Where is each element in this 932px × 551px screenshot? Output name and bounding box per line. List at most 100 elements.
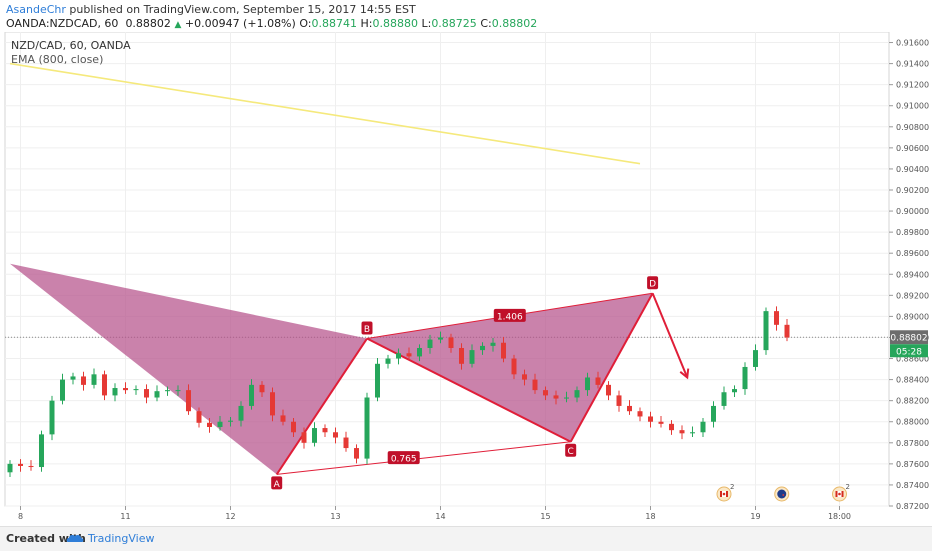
x-tick-label: 15 <box>540 512 550 521</box>
point-label-a-box <box>271 476 283 490</box>
y-tick-label: 0.90800 <box>896 123 929 132</box>
author-link[interactable]: AsandeChr <box>6 3 66 16</box>
candle <box>732 385 737 397</box>
canada-flag-icon: 2 <box>832 483 850 502</box>
point-label-c-text: C <box>568 447 574 457</box>
flag-star <box>782 494 785 496</box>
x-tick-label: 19 <box>750 512 760 521</box>
y-tick-label: 0.87400 <box>896 481 929 490</box>
y-tick-label: 0.91400 <box>896 60 929 69</box>
candle <box>354 444 359 464</box>
candle-body <box>637 411 643 417</box>
candle <box>459 343 464 370</box>
ema-line <box>9 62 641 165</box>
leg-cd <box>569 292 654 443</box>
candle-body <box>364 397 370 459</box>
event-count: 2 <box>846 483 850 491</box>
pattern-triangle-bcd <box>367 293 653 442</box>
candle <box>417 344 422 362</box>
candle-body <box>627 405 632 412</box>
low-value: 0.88725 <box>431 17 477 30</box>
candle <box>259 381 265 397</box>
legend-title: NZD/CAD, 60, OANDA <box>11 39 131 52</box>
candle <box>700 418 706 438</box>
candle <box>501 336 506 363</box>
x-tick-label: 12 <box>225 512 235 521</box>
candle <box>217 415 223 431</box>
candle <box>312 422 317 447</box>
ratio-label-box <box>493 308 526 322</box>
open-value: 0.88741 <box>311 17 357 30</box>
candle-body <box>448 337 454 348</box>
ratio-label: 0.765 <box>387 451 420 465</box>
candle <box>333 427 338 444</box>
candle <box>606 381 611 401</box>
tradingview-brand[interactable]: TradingView <box>88 532 155 545</box>
candle <box>270 387 275 422</box>
candle <box>679 425 685 440</box>
candle-body <box>438 337 443 340</box>
candle <box>532 373 538 394</box>
candle-body <box>133 389 139 391</box>
candle <box>196 407 202 428</box>
candle-body <box>375 363 380 398</box>
candle-body <box>595 377 601 385</box>
candle <box>448 333 454 353</box>
flag-bar-right <box>726 491 728 497</box>
candle-body <box>469 350 475 364</box>
candle-body <box>270 392 275 416</box>
candle <box>721 386 727 410</box>
candle-body <box>784 324 790 338</box>
candle-body <box>354 448 359 459</box>
leg-ab <box>275 337 368 475</box>
bar-timer-label: 05:28 <box>896 347 922 357</box>
y-tick-label: 0.91600 <box>896 39 929 48</box>
candle-body <box>406 353 412 357</box>
flag-bar-left <box>720 491 722 497</box>
candle-body <box>186 390 191 412</box>
candle-body <box>532 379 538 391</box>
price-axis[interactable]: 0.91600 0.91400 0.91200 0.91000 0.90800 0.906… <box>889 39 929 511</box>
candle <box>18 459 23 472</box>
y-tick-label: 0.91200 <box>896 81 929 90</box>
change-value: +0.00947 (+1.08%) <box>184 17 296 30</box>
candle-body <box>742 366 748 390</box>
x-tick-label: 18 <box>645 512 655 521</box>
candle <box>669 420 674 435</box>
candle-body <box>774 311 779 325</box>
point-label-d-text: D <box>649 280 656 290</box>
candle-body <box>70 376 76 380</box>
candle <box>70 372 76 385</box>
candle-body <box>690 432 695 434</box>
pattern-labels: A B C D 1.406 0.765 <box>271 276 659 490</box>
candle-body <box>385 358 391 364</box>
candle <box>742 362 748 395</box>
legend-ema: EMA (800, close) <box>11 53 103 66</box>
candle <box>763 307 769 355</box>
time-axis[interactable]: 8 11 12 13 14 15 18 19 18:00 <box>18 506 851 521</box>
ratio-label-box <box>387 451 420 465</box>
candle <box>637 407 643 422</box>
candle-body <box>217 421 223 427</box>
candle <box>438 331 443 344</box>
candle <box>301 427 307 449</box>
y-tick-label: 0.90600 <box>896 144 929 153</box>
y-tick-label: 0.88200 <box>896 397 929 406</box>
event-count: 2 <box>730 483 734 491</box>
ohlc-line: OANDA:NZDCAD, 60 0.88802 ▲ +0.00947 (+1.… <box>6 17 537 30</box>
candle <box>490 337 496 352</box>
candle-body <box>60 379 65 401</box>
candle-body <box>396 353 401 359</box>
flag-leaf <box>838 492 841 496</box>
grid <box>5 32 889 507</box>
candle <box>711 401 716 428</box>
candle <box>406 347 412 361</box>
candle-body <box>49 400 55 435</box>
harmonic-pattern <box>10 263 690 475</box>
candle <box>60 373 65 405</box>
candle-body <box>39 434 44 468</box>
candle <box>291 418 296 438</box>
candle <box>385 354 391 369</box>
